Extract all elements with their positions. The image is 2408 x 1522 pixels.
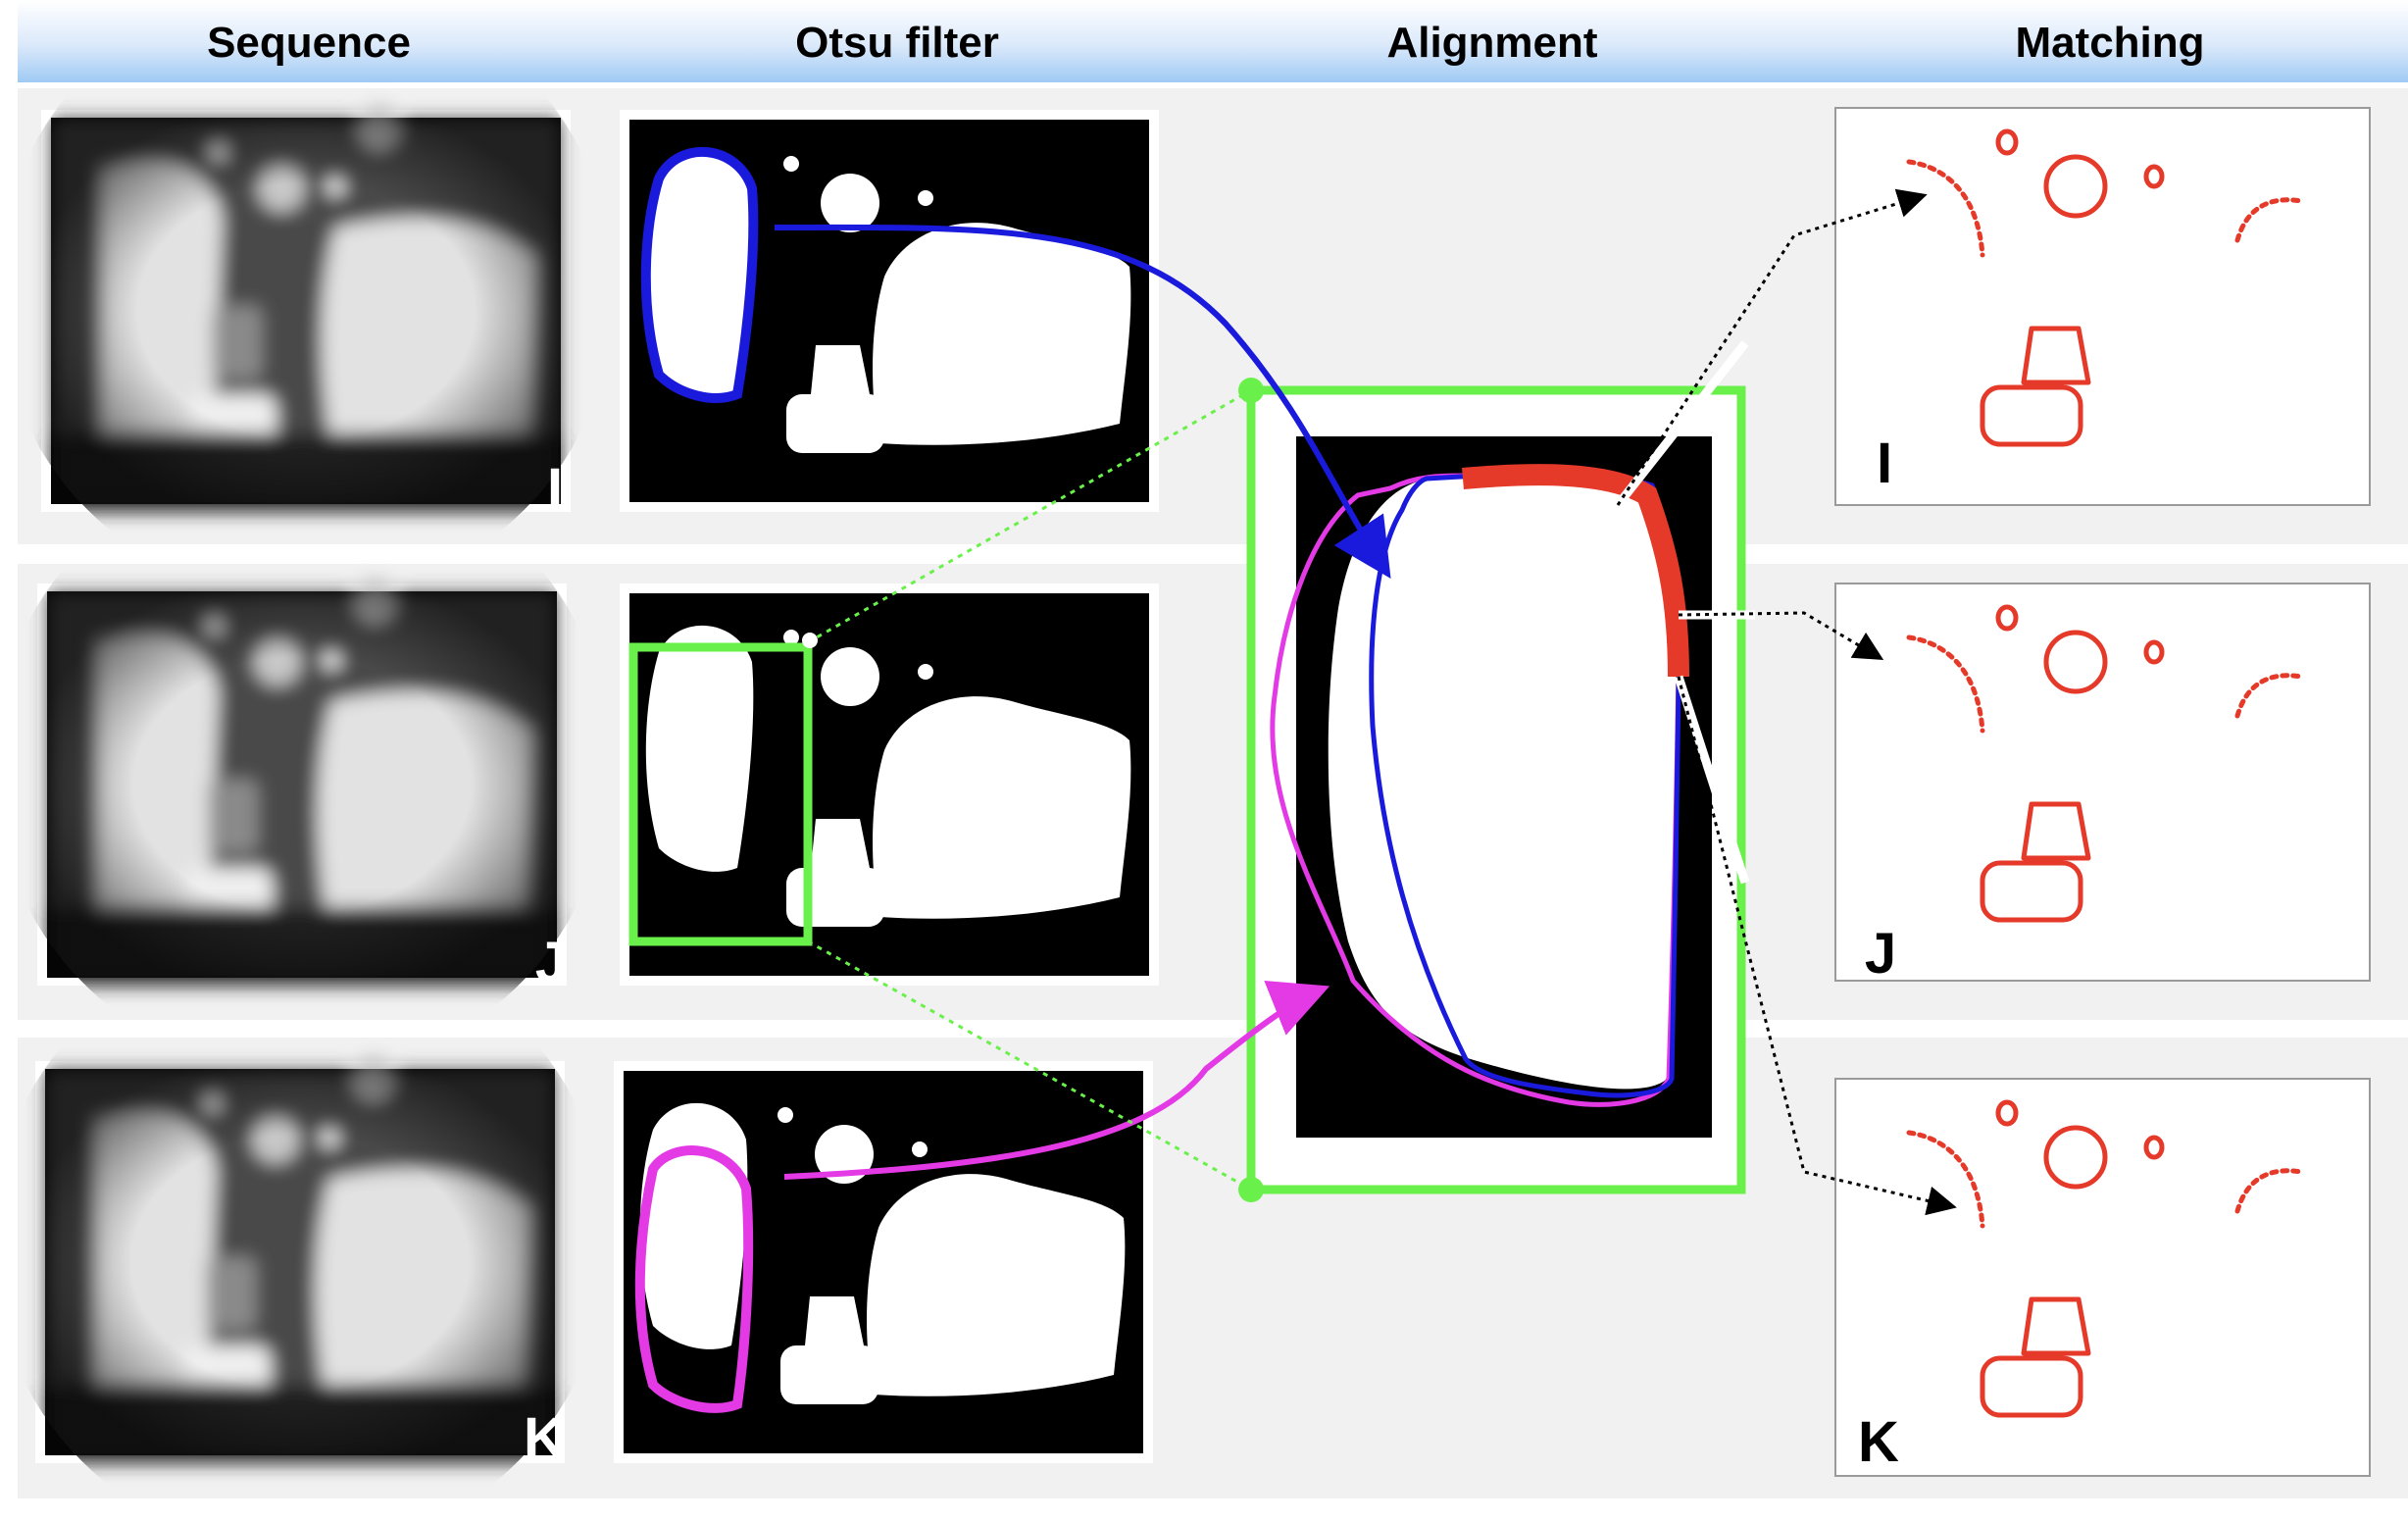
dotted-arrow-icon [1678, 611, 1884, 661]
matching-label-k: K [1858, 1410, 1899, 1474]
column-header-sequence: Sequence [207, 19, 411, 67]
leader-line-k [1674, 675, 1750, 885]
dotted-arrow-icon [1677, 676, 1957, 1216]
sequence-panel-k [35, 1057, 565, 1463]
zoom-anchor-bottom [1238, 1177, 1264, 1202]
matched-segment-highlight [1462, 464, 1689, 678]
matching-label-j: J [1865, 922, 1896, 986]
column-header-alignment: Alignment [1386, 19, 1597, 67]
zoom-anchor-top [1238, 378, 1264, 403]
curved-arrow-icon [783, 980, 1330, 1180]
magenta-contour-k [634, 1145, 754, 1413]
sequence-label-k: K [524, 1406, 565, 1470]
otsu-panel-i [620, 110, 1159, 512]
sequence-label-i: I [547, 457, 563, 521]
blue-contour-i [640, 146, 759, 403]
curved-arrow-icon [774, 224, 1391, 580]
column-header-otsu: Otsu filter [795, 19, 999, 67]
matching-panel-j [1835, 583, 2370, 981]
matching-panel-i [1835, 108, 2370, 505]
zoom-line-top [807, 388, 1252, 644]
column-header-matching: Matching [2015, 19, 2204, 67]
matching-label-i: I [1877, 431, 1892, 495]
sequence-panel-i [41, 106, 571, 512]
sequence-panel-j [37, 580, 567, 986]
leader-line-i [1614, 340, 1749, 508]
green-box-j [628, 642, 813, 946]
sequence-label-j: J [535, 931, 567, 994]
header-band [18, 0, 2408, 82]
zoom-line-bottom [807, 939, 1252, 1192]
zoom-anchor-small [802, 633, 818, 648]
dotted-arrow-icon [1616, 188, 1928, 506]
matching-panel-k [1835, 1079, 2370, 1476]
